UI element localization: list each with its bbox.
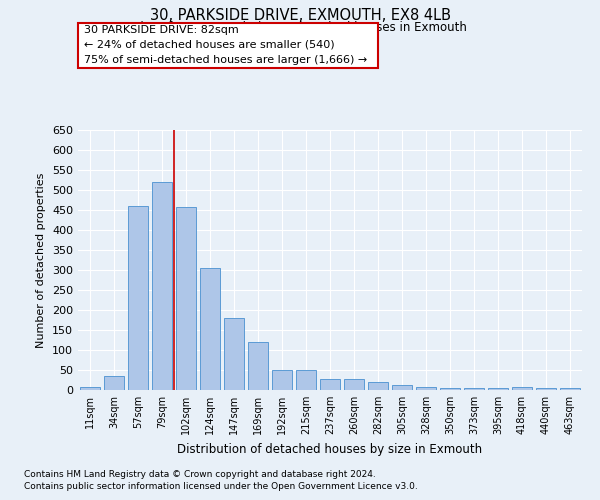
- Bar: [368, 382, 388, 390]
- Text: Contains public sector information licensed under the Open Government Licence v3: Contains public sector information licen…: [24, 482, 418, 491]
- Bar: [128, 206, 148, 390]
- Text: Size of property relative to detached houses in Exmouth: Size of property relative to detached ho…: [133, 21, 467, 34]
- Bar: [152, 182, 172, 390]
- Bar: [176, 207, 196, 390]
- Bar: [224, 318, 244, 390]
- Text: Contains HM Land Registry data © Crown copyright and database right 2024.: Contains HM Land Registry data © Crown c…: [24, 470, 376, 479]
- Bar: [536, 388, 556, 390]
- Bar: [464, 388, 484, 390]
- Bar: [320, 379, 340, 390]
- Bar: [440, 388, 460, 390]
- Bar: [80, 387, 100, 390]
- Bar: [200, 268, 220, 390]
- Bar: [392, 385, 412, 390]
- Y-axis label: Number of detached properties: Number of detached properties: [37, 172, 46, 348]
- Text: Distribution of detached houses by size in Exmouth: Distribution of detached houses by size …: [178, 442, 482, 456]
- Bar: [416, 387, 436, 390]
- Text: 30, PARKSIDE DRIVE, EXMOUTH, EX8 4LB: 30, PARKSIDE DRIVE, EXMOUTH, EX8 4LB: [149, 8, 451, 22]
- Bar: [512, 387, 532, 390]
- Text: 30 PARKSIDE DRIVE: 82sqm
← 24% of detached houses are smaller (540)
75% of semi-: 30 PARKSIDE DRIVE: 82sqm ← 24% of detach…: [84, 25, 367, 64]
- Bar: [296, 370, 316, 390]
- Bar: [344, 379, 364, 390]
- Bar: [560, 388, 580, 390]
- Bar: [488, 388, 508, 390]
- Bar: [104, 376, 124, 390]
- Bar: [272, 370, 292, 390]
- Bar: [248, 342, 268, 390]
